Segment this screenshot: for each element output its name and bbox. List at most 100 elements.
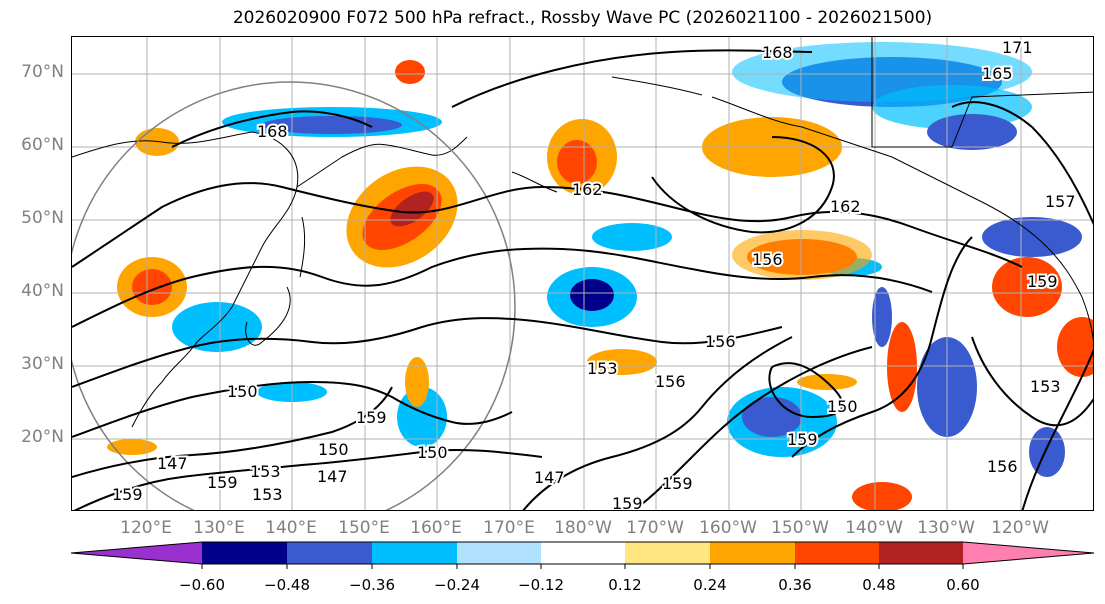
colorbar-ticks xyxy=(201,564,964,569)
contour-label: 159 xyxy=(662,474,693,493)
shade-pos-13 xyxy=(992,257,1062,317)
contour-label: 157 xyxy=(1045,192,1076,211)
contour-label: 159 xyxy=(612,494,643,511)
shade-pos-11 xyxy=(135,128,179,156)
shade-pos-16 xyxy=(852,482,912,510)
colorbar-tick-label: −0.24 xyxy=(434,576,480,594)
colorbar-tick-label: 0.24 xyxy=(693,576,727,594)
shade-pos-8 xyxy=(732,230,872,280)
shade-neg-4 xyxy=(927,114,1017,150)
lon-label-120w: 120°W xyxy=(991,518,1049,538)
shade-neg-7 xyxy=(592,223,672,251)
lon-label-120e: 120°E xyxy=(120,518,172,538)
lat-label-70n: 70°N xyxy=(21,62,64,82)
shading-layer xyxy=(107,42,1093,510)
colorbar-segment xyxy=(202,542,287,564)
shade-pos-12 xyxy=(887,322,917,412)
shade-neg-9 xyxy=(570,279,614,311)
colorbar-segment xyxy=(71,542,202,564)
contour-label: 150 xyxy=(417,443,448,462)
contour-label: 153 xyxy=(252,485,283,504)
shade-pos-17 xyxy=(395,60,425,84)
colorbar-tick-label: 0.36 xyxy=(778,576,812,594)
contour-label: 159 xyxy=(356,408,387,427)
shade-neg-12 xyxy=(742,397,802,437)
colorbar-segment xyxy=(541,542,625,564)
colorbar-segment xyxy=(457,542,541,564)
contour-label: 147 xyxy=(317,467,348,486)
shade-pos-19 xyxy=(107,439,157,455)
colorbar-segment xyxy=(625,542,710,564)
shade-neg-6 xyxy=(262,116,402,134)
lon-label-160w: 160°W xyxy=(699,518,757,538)
lon-label-170w: 170°W xyxy=(626,518,684,538)
colorbar-segment xyxy=(710,542,795,564)
lon-label-160e: 160°E xyxy=(410,518,462,538)
map-panel: 168 171 165 168 162 162 157 156 159 156 … xyxy=(71,36,1094,511)
lat-label-60n: 60°N xyxy=(21,135,64,155)
lon-label-140w: 140°W xyxy=(845,518,903,538)
shade-pos-10 xyxy=(132,269,172,305)
lat-label-40n: 40°N xyxy=(21,281,64,301)
contour-label: 165 xyxy=(982,64,1013,83)
shade-pos-5 xyxy=(557,140,597,184)
shade-neg-15 xyxy=(1029,427,1065,477)
colorbar-segment xyxy=(963,542,1094,564)
colorbar-tick-label: 0.60 xyxy=(946,576,980,594)
shade-pos-18 xyxy=(405,357,429,407)
lat-label-20n: 20°N xyxy=(21,427,64,447)
gridlines xyxy=(72,37,1093,510)
contour-labels: 168 171 165 168 162 162 157 156 159 156 … xyxy=(110,37,1078,511)
shade-pos-3 xyxy=(390,191,434,227)
contour-label: 153 xyxy=(1030,377,1061,396)
contour-label: 159 xyxy=(1027,272,1058,291)
map-canvas: 168 171 165 168 162 162 157 156 159 156 … xyxy=(72,37,1093,511)
map-title: 2026020900 F072 500 hPa refract., Rossby… xyxy=(232,8,933,28)
range-ring xyxy=(72,81,516,510)
contours xyxy=(72,49,1093,510)
colorbar-tick-label: −0.60 xyxy=(179,576,225,594)
lon-label-140e: 140°E xyxy=(265,518,317,538)
contour-label: 150 xyxy=(827,397,858,416)
contour-label: 156 xyxy=(987,457,1018,476)
contour-label: 162 xyxy=(572,180,603,199)
lon-label-170e: 170°E xyxy=(483,518,535,538)
shade-pos-14 xyxy=(1057,317,1093,377)
contour-label: 153 xyxy=(250,462,281,481)
contour-label: 168 xyxy=(762,43,793,62)
contour-label: 168 xyxy=(257,122,288,141)
colorbar-segment xyxy=(879,542,963,564)
contour-label: 171 xyxy=(1002,38,1033,57)
contour-label: 156 xyxy=(752,250,783,269)
contour-label: 159 xyxy=(112,485,143,504)
contour-label: 159 xyxy=(207,473,238,492)
contour-label: 150 xyxy=(227,382,258,401)
contour-label: 156 xyxy=(655,372,686,391)
lon-label-150e: 150°E xyxy=(338,518,390,538)
colorbar-segment xyxy=(372,542,457,564)
shade-pos-15 xyxy=(587,349,657,375)
colorbar xyxy=(70,541,1095,569)
lon-label-130w: 130°W xyxy=(917,518,975,538)
coastlines xyxy=(72,37,1093,428)
colorbar-segment xyxy=(287,542,372,564)
colorbar-tick-label: −0.12 xyxy=(518,576,564,594)
lat-label-30n: 30°N xyxy=(21,354,64,374)
shade-neg-17 xyxy=(397,387,447,447)
contour-label: 147 xyxy=(157,454,188,473)
lon-label-150w: 150°W xyxy=(771,518,829,538)
contour-label: 156 xyxy=(705,332,736,351)
shade-neg-19 xyxy=(872,287,892,347)
colorbar-tick-label: 0.12 xyxy=(608,576,642,594)
contour-label: 147 xyxy=(534,468,565,487)
lat-label-50n: 50°N xyxy=(21,208,64,228)
contour-label: 153 xyxy=(587,359,618,378)
lon-label-130e: 130°E xyxy=(193,518,245,538)
shade-neg-14 xyxy=(982,217,1082,257)
contour-label: 150 xyxy=(318,440,349,459)
colorbar-tick-label: 0.48 xyxy=(862,576,896,594)
contour-label: 162 xyxy=(830,197,861,216)
shade-neg-10 xyxy=(172,302,262,352)
colorbar-segment xyxy=(795,542,879,564)
colorbar-tick-label: −0.48 xyxy=(264,576,310,594)
